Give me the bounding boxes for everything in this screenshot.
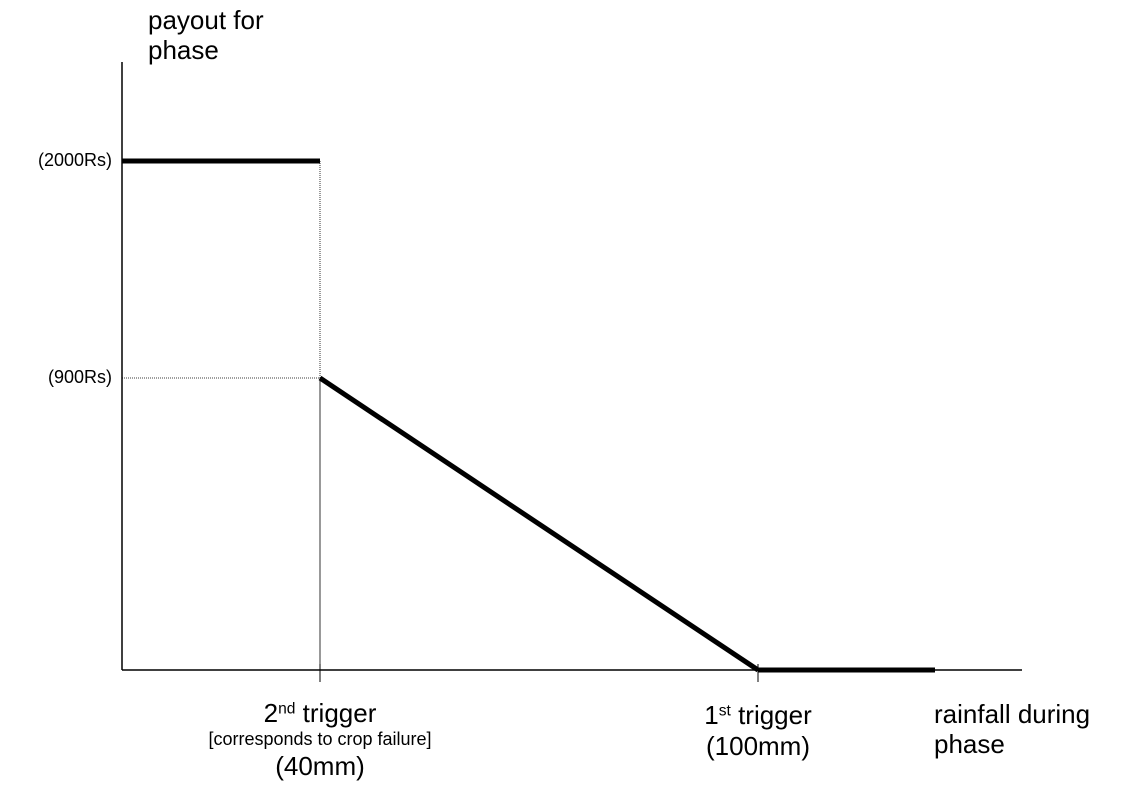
first-trigger-title: 1st trigger [704, 700, 812, 730]
payout-series [122, 158, 935, 673]
y-axis-label: payout for phase [148, 5, 264, 65]
first-trigger-value: (100mm) [705, 731, 810, 762]
x-axis-label: rainfall during phase [934, 699, 1091, 759]
second-trigger-note: [corresponds to crop failure] [208, 729, 432, 750]
y-tick-900rs: (900Rs) [47, 367, 112, 387]
x-tick-1st-trigger: 1st trigger (100mm) [658, 700, 858, 762]
second-trigger-title: 2nd trigger [263, 698, 377, 728]
y-tick-2000rs: (2000Rs) [37, 150, 112, 170]
second-trigger-value: (40mm) [275, 750, 365, 781]
x-tick-2nd-trigger: 2nd trigger [corresponds to crop failure… [170, 698, 470, 782]
payout-segment [318, 375, 760, 673]
guide-lines [122, 160, 321, 670]
